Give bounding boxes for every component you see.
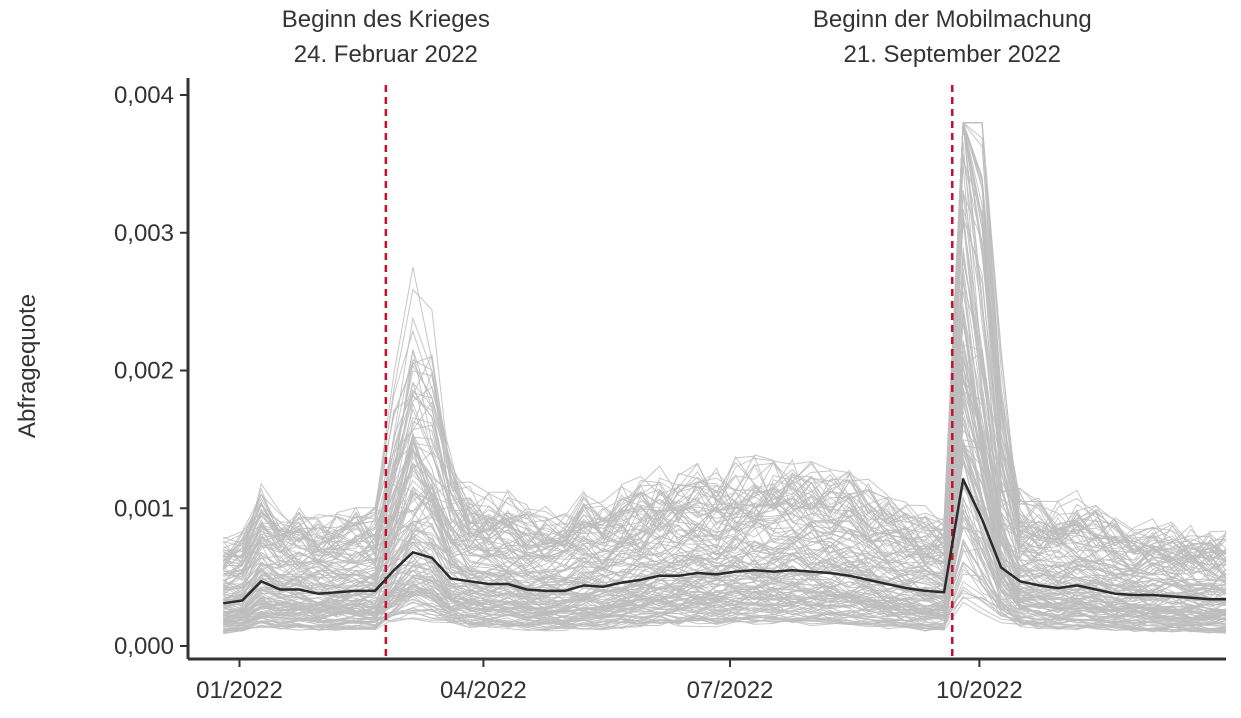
y-axis-title: Abfragequote — [14, 294, 41, 438]
background-line — [223, 553, 1227, 617]
background-line — [223, 405, 1227, 618]
background-line — [223, 159, 1227, 584]
y-tick-label: 0,003 — [114, 220, 174, 247]
x-tick-label: 01/2022 — [196, 677, 283, 704]
background-line — [222, 122, 1227, 570]
axes-group — [180, 78, 1226, 667]
x-tick-label: 07/2022 — [687, 677, 774, 704]
background-line — [222, 364, 1227, 560]
background-line — [223, 153, 1227, 589]
background-line — [223, 457, 1227, 622]
background-line — [223, 219, 1227, 593]
background-line — [223, 390, 1227, 587]
y-tick-label: 0,004 — [114, 82, 174, 109]
background-line — [223, 416, 1227, 626]
event-label-date: 21. September 2022 — [844, 41, 1062, 68]
event-label-title: Beginn des Krieges — [282, 6, 490, 33]
background-line — [223, 321, 1227, 601]
background-line — [223, 122, 1227, 561]
background-line — [222, 141, 1227, 576]
background-line — [223, 399, 1227, 621]
background-line — [222, 122, 1227, 567]
background-line — [222, 253, 1227, 606]
series-group — [223, 478, 1226, 605]
background-line — [222, 397, 1227, 599]
background-line — [223, 516, 1227, 633]
background-line — [223, 378, 1227, 600]
background-line — [223, 595, 1227, 633]
background-line — [222, 121, 1227, 562]
background-line — [222, 121, 1227, 561]
background-line — [223, 122, 1227, 555]
labels-group: Beginn des Krieges 24. Februar 2022 Beginn… — [14, 6, 1092, 704]
background-line — [223, 429, 1227, 621]
background-line — [223, 443, 1227, 614]
background-line — [223, 122, 1227, 568]
event-label-date: 24. Februar 2022 — [294, 41, 478, 68]
event-label-title: Beginn der Mobilmachung — [813, 6, 1092, 33]
background-line — [222, 122, 1227, 568]
background-line — [222, 122, 1227, 562]
x-tick-label: 10/2022 — [936, 677, 1023, 704]
y-tick-label: 0,002 — [114, 358, 174, 385]
series-line — [223, 478, 1226, 605]
background-lines-group — [222, 121, 1227, 635]
y-tick-label: 0,000 — [114, 633, 174, 660]
x-tick-label: 04/2022 — [440, 677, 527, 704]
background-line — [223, 260, 1227, 611]
background-line — [223, 122, 1227, 559]
y-tick-label: 0,001 — [114, 495, 174, 522]
background-line — [222, 122, 1227, 581]
background-line — [222, 361, 1227, 588]
background-line — [223, 410, 1227, 615]
background-line — [222, 164, 1227, 596]
background-line — [223, 122, 1227, 562]
